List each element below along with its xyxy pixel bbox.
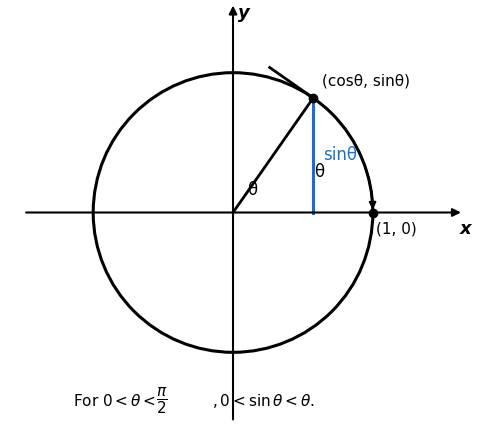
Text: θ: θ bbox=[247, 181, 257, 198]
Text: For $0 < \theta < $: For $0 < \theta < $ bbox=[73, 393, 156, 409]
Text: θ: θ bbox=[314, 163, 324, 181]
Text: (1, 0): (1, 0) bbox=[375, 222, 416, 237]
Text: x: x bbox=[459, 220, 471, 238]
Text: y: y bbox=[238, 4, 250, 22]
Text: $, 0 < \sin\theta < \theta.$: $, 0 < \sin\theta < \theta.$ bbox=[212, 392, 315, 410]
Text: (cosθ, sinθ): (cosθ, sinθ) bbox=[321, 73, 410, 88]
Text: $\dfrac{\pi}{2}$: $\dfrac{\pi}{2}$ bbox=[156, 386, 168, 416]
Text: sinθ: sinθ bbox=[323, 146, 357, 164]
